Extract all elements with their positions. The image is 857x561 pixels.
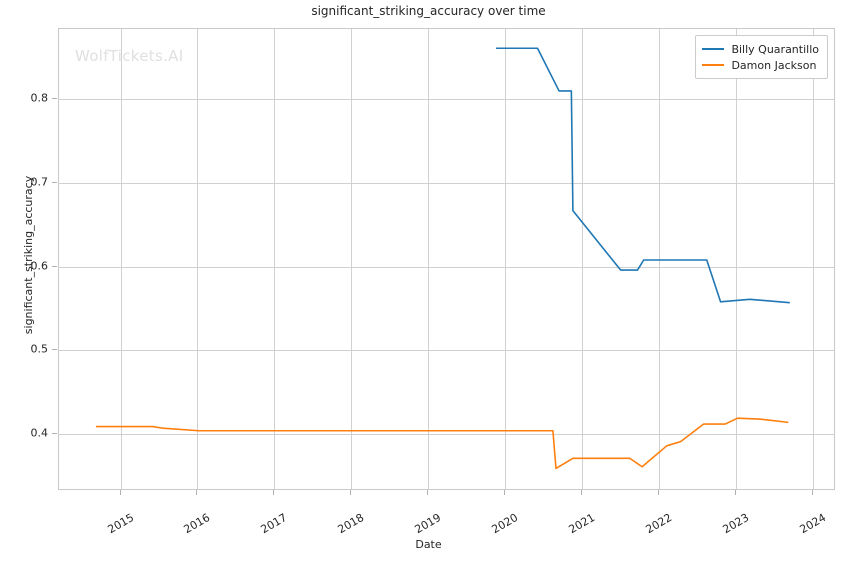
x-tick-mark [504, 490, 505, 495]
legend-label: Billy Quarantillo [731, 42, 819, 56]
x-tick-mark [196, 490, 197, 495]
y-gridline [59, 434, 834, 435]
x-gridline [813, 29, 814, 489]
legend-label: Damon Jackson [731, 58, 817, 72]
x-gridline [659, 29, 660, 489]
y-gridline [59, 183, 834, 184]
y-tick-label: 0.8 [30, 91, 49, 105]
y-tick-label: 0.7 [30, 175, 49, 189]
y-tick-mark [52, 433, 57, 434]
legend-color-swatch [702, 48, 725, 50]
x-tick-mark [658, 490, 659, 495]
y-gridline [59, 99, 834, 100]
x-tick-mark [581, 490, 582, 495]
y-tick-mark [52, 349, 57, 350]
y-tick-mark [52, 182, 57, 183]
x-gridline [428, 29, 429, 489]
x-axis-label: Date [415, 538, 442, 551]
x-tick-mark [273, 490, 274, 495]
x-tick-mark [812, 490, 813, 495]
y-tick-label: 0.4 [30, 426, 49, 440]
series-line [495, 47, 790, 304]
x-gridline [736, 29, 737, 489]
x-tick-mark [735, 490, 736, 495]
x-tick-mark [427, 490, 428, 495]
x-gridline [582, 29, 583, 489]
x-tick-mark [120, 490, 121, 495]
series-layer [95, 47, 790, 470]
y-tick-label: 0.5 [30, 342, 49, 356]
x-tick-mark [350, 490, 351, 495]
chart-title: significant_striking_accuracy over time [311, 4, 546, 18]
y-tick-mark [52, 266, 57, 267]
chart-legend[interactable]: Billy Quarantillo Damon Jackson [695, 35, 828, 79]
y-tick-mark [52, 98, 57, 99]
plot-area: WolfTickets.AI Billy Quarantillo Damon Ja… [58, 28, 835, 490]
legend-item[interactable]: Damon Jackson [702, 57, 819, 73]
x-gridline [505, 29, 506, 489]
legend-color-swatch [702, 64, 725, 66]
y-tick-label: 0.6 [30, 259, 49, 273]
x-gridline [351, 29, 352, 489]
legend-item[interactable]: Billy Quarantillo [702, 41, 819, 57]
series-line [95, 417, 789, 470]
y-gridline [59, 350, 834, 351]
x-gridline [274, 29, 275, 489]
x-gridline [197, 29, 198, 489]
y-gridline [59, 267, 834, 268]
x-gridline [121, 29, 122, 489]
